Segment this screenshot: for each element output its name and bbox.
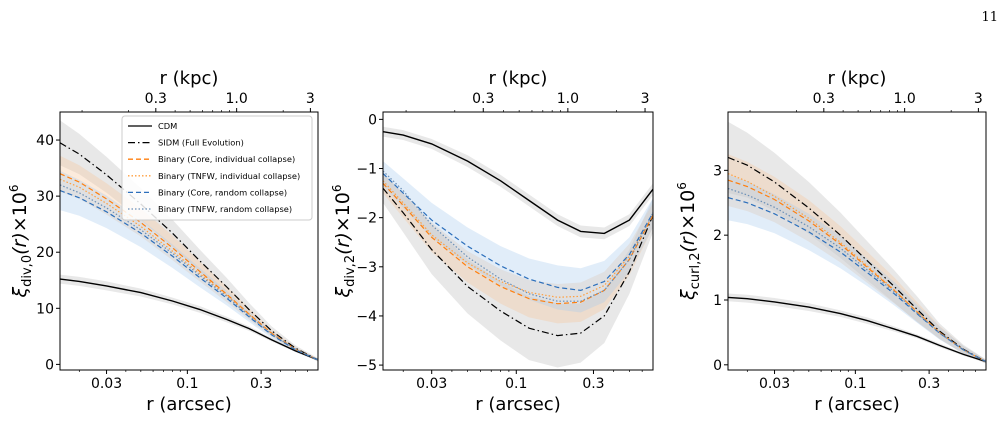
y-tick-label: 40 bbox=[36, 133, 54, 149]
series-line-sidm-full-evolution bbox=[60, 142, 318, 361]
x2-tick-label: 3 bbox=[641, 91, 650, 107]
band-sidm-full-evolution bbox=[383, 173, 653, 368]
legend-entry: Binary (Core, individual collapse) bbox=[158, 154, 295, 164]
y-tick-label: 10 bbox=[36, 301, 54, 317]
x-tick-label: 0.3 bbox=[918, 376, 940, 392]
y-tick-label: 1 bbox=[713, 293, 722, 309]
series-line-sidm-full-evolution bbox=[728, 156, 986, 363]
x2-axis-label: r (kpc) bbox=[160, 68, 219, 89]
series-line-binary-core-individual-collapse bbox=[728, 179, 986, 363]
band-sidm-full-evolution bbox=[728, 121, 986, 364]
x2-tick-label: 1.0 bbox=[226, 91, 248, 107]
legend: CDM SIDM (Full Evolution) Binary (Core, in… bbox=[121, 115, 313, 221]
x2-axis-label: r (kpc) bbox=[489, 68, 548, 89]
y-tick-label: −5 bbox=[356, 358, 377, 374]
band-cdm bbox=[60, 274, 318, 362]
x2-tick-label: 0.3 bbox=[472, 91, 494, 107]
x-tick-label: 0.03 bbox=[91, 376, 122, 392]
legend-entry: SIDM (Full Evolution) bbox=[158, 138, 244, 148]
y-axis-label: ξdiv,2(r)×106 bbox=[330, 185, 358, 299]
x-axis-label: r (arcsec) bbox=[814, 394, 899, 415]
x2-tick-label: 1.0 bbox=[894, 91, 916, 107]
axes-frame bbox=[727, 111, 987, 371]
series-line-binary-core-individual-collapse bbox=[60, 173, 318, 361]
x-tick-label: 0.1 bbox=[505, 376, 527, 392]
x-tick-label: 0.03 bbox=[759, 376, 790, 392]
legend-entry: Binary (TNFW, random collapse) bbox=[158, 204, 292, 214]
y-tick-label: 20 bbox=[36, 245, 54, 261]
series-line-cdm bbox=[383, 131, 653, 235]
band-binary-core-random-collapse bbox=[383, 161, 653, 313]
axes-frame bbox=[59, 111, 319, 371]
y-tick-label: 2 bbox=[713, 228, 722, 244]
y-tick-label: −1 bbox=[356, 162, 377, 178]
series-line-binary-tnfw-individual-collapse bbox=[728, 173, 986, 363]
y-tick-label: −2 bbox=[356, 211, 377, 227]
x2-tick-label: 3 bbox=[974, 91, 983, 107]
series-line-binary-tnfw-random-collapse bbox=[383, 170, 653, 302]
band-binary-core-random-collapse bbox=[728, 174, 986, 364]
band-binary-core-individual-collapse bbox=[383, 173, 653, 324]
legend-entry: Binary (Core, random collapse) bbox=[158, 187, 287, 197]
x2-tick-label: 0.3 bbox=[813, 91, 835, 107]
x2-tick-label: 3 bbox=[306, 91, 315, 107]
y-axis-label: ξcurl,2(r)×106 bbox=[675, 182, 703, 301]
legend-entry: CDM bbox=[158, 121, 177, 131]
x2-tick-label: 0.3 bbox=[145, 91, 167, 107]
panel-xi-curl-2: 0.03 0.1 0.3 0.3 1.0 3 0 1 2 3 r (arcsec) r (kpc) ξc… bbox=[675, 68, 987, 415]
x2-tick-label: 1.0 bbox=[557, 91, 579, 107]
y-tick-label: −3 bbox=[356, 260, 377, 276]
x2-axis-label: r (kpc) bbox=[828, 68, 887, 89]
series-line-binary-tnfw-individual-collapse bbox=[383, 180, 653, 298]
y-tick-label: 3 bbox=[713, 163, 722, 179]
x-axis-label: r (arcsec) bbox=[146, 394, 231, 415]
x-tick-label: 0.3 bbox=[582, 376, 604, 392]
y-tick-label: 0 bbox=[368, 112, 377, 128]
x-axis-label: r (arcsec) bbox=[475, 394, 560, 415]
band-cdm bbox=[728, 293, 986, 363]
y-tick-label: 30 bbox=[36, 189, 54, 205]
x-tick-label: 0.1 bbox=[176, 376, 198, 392]
page-number: 11 bbox=[981, 10, 998, 25]
band-cdm bbox=[383, 126, 653, 240]
y-tick-label: −4 bbox=[356, 309, 377, 325]
series-line-binary-core-random-collapse bbox=[383, 172, 653, 292]
legend-box bbox=[121, 115, 313, 221]
y-tick-label: 0 bbox=[713, 358, 722, 374]
series-line-sidm-full-evolution bbox=[383, 187, 653, 337]
series-line-binary-tnfw-individual-collapse bbox=[60, 178, 318, 361]
series-line-cdm bbox=[728, 296, 986, 363]
y-axis-label: ξdiv,0(r)×106 bbox=[7, 185, 35, 299]
x-tick-label: 0.3 bbox=[250, 376, 272, 392]
x-tick-label: 0.1 bbox=[844, 376, 866, 392]
x-tick-label: 0.03 bbox=[416, 376, 447, 392]
legend-entry: Binary (TNFW, individual collapse) bbox=[158, 171, 300, 181]
panel-xi-div-2: 0.03 0.1 0.3 0.3 1.0 3 0 −1 −2 −3 −4 −5 r (arcsec) r … bbox=[330, 68, 654, 415]
axes-frame bbox=[382, 111, 654, 371]
series-line-cdm bbox=[60, 278, 318, 361]
y-tick-label: 0 bbox=[45, 357, 54, 373]
